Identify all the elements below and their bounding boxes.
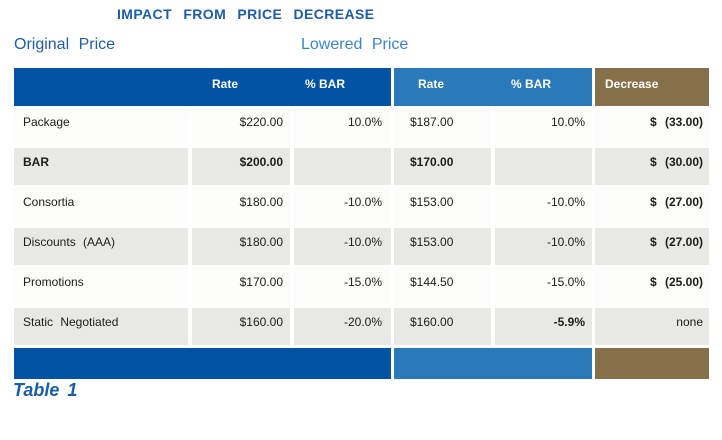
lowered-rate-value: $153.00 — [394, 188, 491, 225]
lowered-pct-bar-value: -5.9% — [495, 308, 592, 345]
header-lowered-rate: Rate — [417, 77, 445, 91]
decrease-value: $ (27.00) — [595, 188, 709, 225]
original-pct-bar-value: 10.0% — [294, 108, 391, 145]
original-pct-bar-value — [294, 148, 391, 185]
table-row-discounts: Discounts (AAA) $180.00 -10.0% $153.00 -… — [14, 228, 709, 265]
original-pct-bar-value: -10.0% — [294, 188, 391, 225]
table-caption: Table 1 — [13, 380, 78, 400]
row-label: Consortia — [14, 188, 188, 225]
table-row-static-negotiated: Static Negotiated $160.00 -20.0% $160.00… — [14, 308, 709, 345]
section-label-lowered-price: Lowered Price — [301, 36, 409, 53]
header-section-decrease: Decrease — [595, 68, 709, 106]
decrease-value: $ (33.00) — [595, 108, 709, 145]
header-lowered-pct-bar: % BAR — [510, 77, 552, 91]
row-label: Promotions — [14, 268, 188, 305]
original-rate-value: $180.00 — [192, 188, 290, 225]
lowered-rate-value: $170.00 — [394, 148, 491, 185]
original-pct-bar-value: -20.0% — [294, 308, 391, 345]
header-original-rate: Rate — [211, 77, 239, 91]
row-label: Static Negotiated — [14, 308, 188, 345]
table-row-package: Package $220.00 10.0% $187.00 10.0% $ (3… — [14, 108, 709, 145]
original-rate-value: $170.00 — [192, 268, 290, 305]
price-impact-table: Rate % BAR Rate % BAR Decrease Package $… — [14, 68, 709, 379]
header-section-lowered: Rate % BAR — [394, 68, 592, 106]
row-label: Discounts (AAA) — [14, 228, 188, 265]
table-row-bar: BAR $200.00 $170.00 $ (30.00) — [14, 148, 709, 185]
row-label: Package — [14, 108, 188, 145]
lowered-pct-bar-value: -10.0% — [495, 228, 592, 265]
decrease-value: none — [595, 308, 709, 345]
original-rate-value: $200.00 — [192, 148, 290, 185]
page-title: IMPACT FROM PRICE DECREASE — [117, 6, 375, 22]
original-rate-value: $160.00 — [192, 308, 290, 345]
lowered-rate-value: $187.00 — [394, 108, 491, 145]
footer-section-lowered — [394, 348, 592, 379]
footer-section-original — [14, 348, 391, 379]
lowered-rate-value: $144.50 — [394, 268, 491, 305]
header-section-original: Rate % BAR — [14, 68, 391, 106]
section-label-original-price: Original Price — [14, 36, 116, 53]
lowered-pct-bar-value: 10.0% — [495, 108, 592, 145]
footer-section-decrease — [595, 348, 709, 379]
decrease-value: $ (30.00) — [595, 148, 709, 185]
lowered-rate-value: $160.00 — [394, 308, 491, 345]
table-row-consortia: Consortia $180.00 -10.0% $153.00 -10.0% … — [14, 188, 709, 225]
decrease-value: $ (25.00) — [595, 268, 709, 305]
header-original-pct-bar: % BAR — [304, 77, 346, 91]
table-row-promotions: Promotions $170.00 -15.0% $144.50 -15.0%… — [14, 268, 709, 305]
lowered-pct-bar-value: -15.0% — [495, 268, 592, 305]
decrease-value: $ (27.00) — [595, 228, 709, 265]
original-pct-bar-value: -10.0% — [294, 228, 391, 265]
lowered-pct-bar-value: -10.0% — [495, 188, 592, 225]
table-header-row: Rate % BAR Rate % BAR Decrease — [14, 68, 709, 106]
lowered-pct-bar-value — [495, 148, 592, 185]
row-label: BAR — [14, 148, 188, 185]
original-pct-bar-value: -15.0% — [294, 268, 391, 305]
header-decrease: Decrease — [605, 77, 659, 91]
original-rate-value: $180.00 — [192, 228, 290, 265]
original-rate-value: $220.00 — [192, 108, 290, 145]
lowered-rate-value: $153.00 — [394, 228, 491, 265]
table-footer-row — [14, 348, 709, 379]
